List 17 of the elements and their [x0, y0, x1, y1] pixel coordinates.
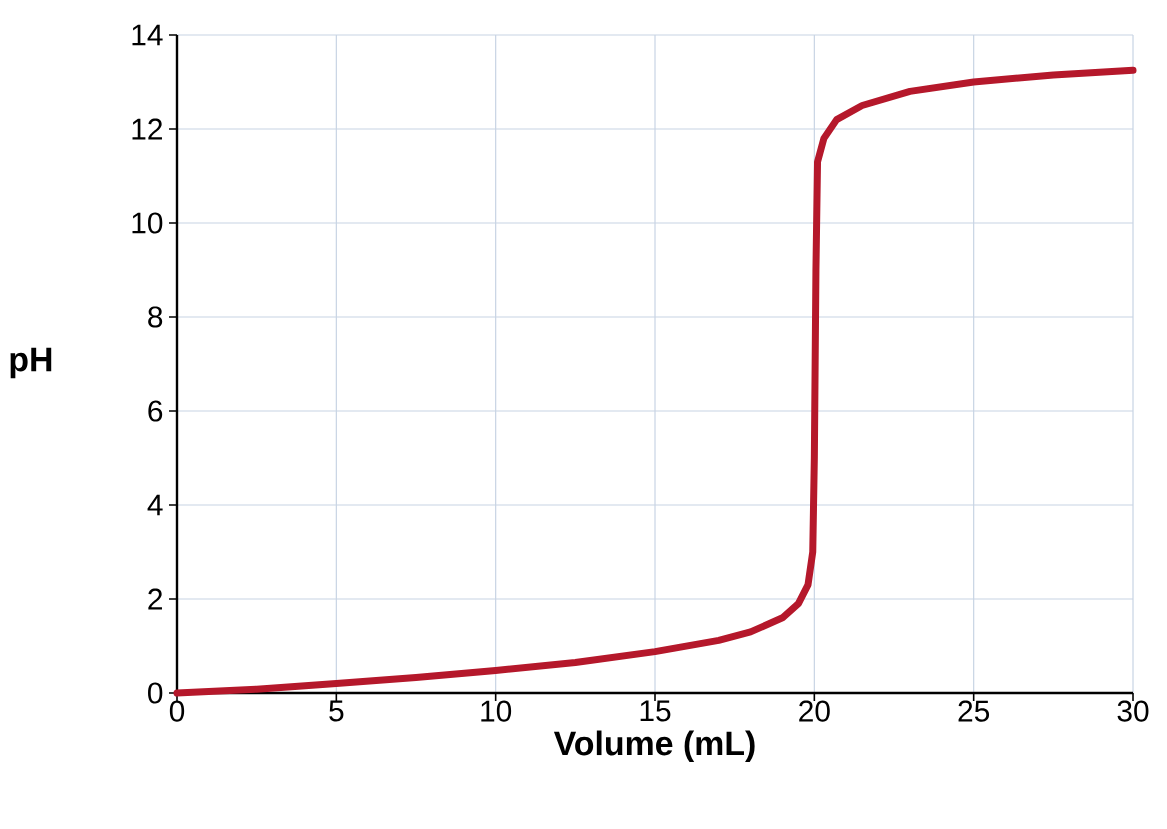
y-tick-label: 0 — [148, 682, 163, 704]
x-axis-title: Volume (mL) — [553, 730, 755, 763]
x-tick-label: 10 — [481, 700, 512, 722]
y-tick-label: 10 — [132, 212, 163, 234]
y-tick-label: 4 — [147, 494, 163, 516]
y-tick-label: 6 — [148, 400, 163, 422]
x-tick-label: 25 — [958, 700, 990, 722]
y-tick-label: 8 — [148, 306, 163, 328]
y-tick-label: 14 — [132, 24, 163, 46]
y-tick-label: 12 — [132, 118, 162, 140]
x-tick-label: 0 — [169, 700, 185, 722]
x-tick-label: 30 — [1117, 700, 1149, 722]
x-tick-label: 5 — [329, 700, 344, 722]
x-tick-label: 15 — [640, 700, 671, 722]
y-axis-title: pH — [10, 347, 52, 379]
y-tick-label: 2 — [148, 588, 162, 610]
x-tick-label: 20 — [799, 700, 830, 722]
